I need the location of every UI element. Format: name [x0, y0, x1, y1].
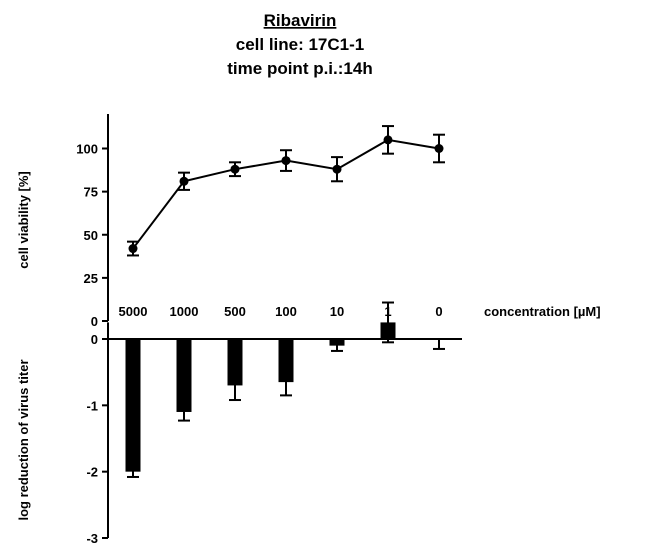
viability-point: [434, 144, 444, 153]
bottom-y-tick-label: -1: [86, 398, 98, 413]
viability-point: [230, 164, 240, 174]
chart-title: Ribavirin: [264, 11, 337, 30]
bottom-y-tick-label: 0: [91, 332, 98, 347]
bottom-y-axis-label: log reduction of virus titer: [16, 359, 31, 520]
bottom-y-tick-label: -3: [86, 531, 98, 546]
concentration-tick-label: 0: [435, 304, 442, 319]
viability-point: [179, 176, 189, 186]
top-y-tick-label: 25: [84, 271, 98, 286]
virus-titer-plot: 0 -1 -2 -3: [86, 301, 462, 546]
concentration-tick-label: 500: [224, 304, 246, 319]
chart-subtitle-time-point: time point p.i.:14h: [227, 59, 372, 78]
top-y-tick-label: 75: [84, 185, 98, 200]
concentration-tick-label: 10: [330, 304, 344, 319]
top-y-tick-label: 100: [76, 142, 98, 157]
concentration-tick-label: 5000: [119, 304, 148, 319]
x-axis-label: concentration [µM]: [484, 304, 601, 319]
chart-subtitle-cell-line: cell line: 17C1-1: [236, 35, 365, 54]
viability-point: [128, 244, 138, 254]
top-y-axis-label: cell viability [%]: [16, 171, 31, 269]
viability-point: [383, 135, 393, 145]
viability-point: [332, 164, 342, 174]
top-y-tick-label: 0: [91, 314, 98, 329]
bottom-y-tick-label: -2: [86, 465, 98, 480]
concentration-tick-label: 100: [275, 304, 297, 319]
viability-point: [281, 156, 291, 166]
concentration-tick-label: 1: [384, 304, 391, 319]
top-y-tick-label: 50: [84, 228, 98, 243]
concentration-tick-labels: 5000 1000 500 100 10 1 0: [119, 304, 443, 319]
concentration-tick-label: 1000: [170, 304, 199, 319]
